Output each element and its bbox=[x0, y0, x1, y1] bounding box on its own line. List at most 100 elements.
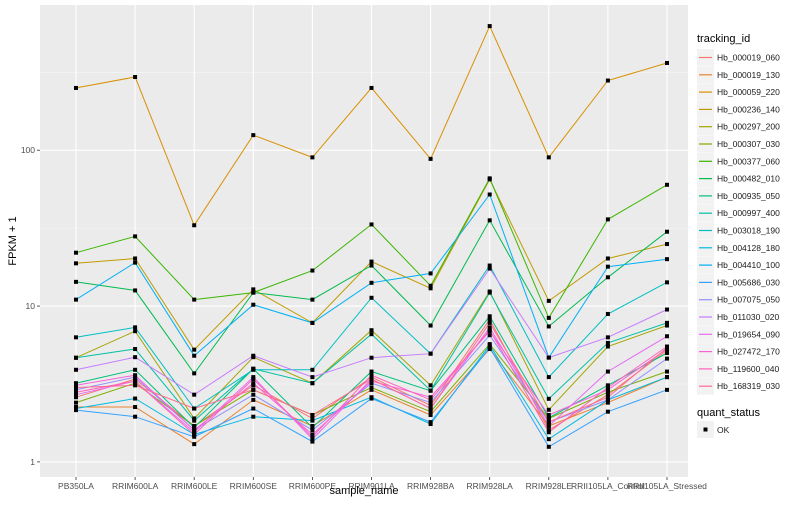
legend-title-tracking-id: tracking_id bbox=[697, 33, 750, 45]
x-tick-label: PB350LA bbox=[58, 481, 94, 491]
data-point bbox=[605, 385, 610, 390]
data-point bbox=[665, 182, 669, 187]
data-point bbox=[133, 414, 138, 419]
data-point bbox=[546, 355, 551, 360]
data-point bbox=[310, 297, 315, 302]
x-tick-label: RRIM600LE bbox=[171, 481, 218, 491]
data-point bbox=[546, 420, 551, 425]
legend-label: Hb_011030_020 bbox=[717, 312, 780, 322]
data-point bbox=[74, 395, 78, 400]
data-point bbox=[74, 400, 78, 405]
data-point bbox=[546, 423, 551, 428]
data-point bbox=[665, 334, 669, 339]
data-point bbox=[251, 387, 256, 392]
data-point bbox=[369, 280, 374, 285]
data-point bbox=[251, 392, 256, 397]
data-point bbox=[192, 416, 197, 421]
x-tick-label: RRIM600SE bbox=[230, 481, 278, 491]
data-point bbox=[192, 425, 197, 430]
data-point bbox=[74, 367, 78, 372]
data-point bbox=[546, 324, 551, 329]
data-point bbox=[310, 412, 315, 417]
data-point bbox=[546, 430, 551, 435]
data-point bbox=[546, 407, 551, 412]
data-point bbox=[251, 287, 256, 292]
data-point bbox=[546, 315, 551, 320]
legend-label: Hb_019654_090 bbox=[717, 329, 780, 339]
data-point bbox=[192, 371, 197, 376]
data-point bbox=[546, 428, 551, 433]
data-point bbox=[133, 325, 138, 330]
data-point bbox=[665, 229, 669, 234]
legend-label: Hb_000019_060 bbox=[717, 53, 780, 63]
data-point bbox=[369, 387, 374, 392]
data-point bbox=[369, 377, 374, 382]
legend-label: Hb_004128_180 bbox=[717, 243, 780, 253]
data-point bbox=[74, 381, 78, 386]
data-point bbox=[74, 250, 78, 255]
data-point bbox=[133, 329, 138, 334]
data-point bbox=[487, 343, 492, 348]
y-tick-label: 10 bbox=[26, 301, 36, 311]
data-point bbox=[487, 218, 492, 223]
data-point bbox=[487, 263, 492, 268]
x-tick-label: RRIM901LA bbox=[348, 481, 395, 491]
data-point bbox=[251, 290, 256, 295]
data-point bbox=[428, 286, 433, 291]
data-point bbox=[133, 256, 138, 261]
data-point bbox=[192, 223, 197, 228]
data-point bbox=[546, 444, 551, 449]
data-point bbox=[192, 392, 197, 397]
data-point bbox=[487, 325, 492, 330]
data-point bbox=[428, 400, 433, 405]
data-point bbox=[665, 350, 669, 355]
data-point bbox=[605, 275, 610, 280]
data-point bbox=[310, 432, 315, 437]
data-point bbox=[605, 395, 610, 400]
data-point bbox=[310, 439, 315, 444]
data-point bbox=[251, 381, 256, 386]
data-point bbox=[369, 355, 374, 360]
data-point bbox=[133, 347, 138, 352]
data-point bbox=[192, 353, 197, 358]
data-point bbox=[133, 373, 138, 378]
data-point bbox=[369, 396, 374, 401]
data-point bbox=[369, 259, 374, 264]
data-point bbox=[369, 385, 374, 390]
x-axis-title: sample_name bbox=[329, 485, 398, 497]
data-point bbox=[605, 397, 610, 402]
data-point bbox=[369, 332, 374, 337]
plot-panel bbox=[40, 5, 688, 477]
legend-label: Hb_119600_040 bbox=[717, 364, 780, 374]
data-point bbox=[605, 344, 610, 349]
data-point bbox=[605, 217, 610, 222]
legend-point-ok-icon bbox=[703, 427, 708, 432]
data-point bbox=[428, 406, 433, 411]
legend-label: Hb_000307_030 bbox=[717, 139, 780, 149]
data-point bbox=[428, 388, 433, 393]
data-point bbox=[192, 428, 197, 433]
y-axis: 1 10 100 bbox=[21, 145, 40, 467]
data-point bbox=[487, 317, 492, 322]
data-point bbox=[74, 297, 78, 302]
legend-label: Hb_000236_140 bbox=[717, 104, 780, 114]
data-point bbox=[251, 302, 256, 307]
data-point bbox=[487, 345, 492, 350]
data-point bbox=[251, 353, 256, 358]
data-point bbox=[546, 298, 551, 303]
data-point bbox=[487, 320, 492, 325]
data-point bbox=[310, 434, 315, 439]
data-point bbox=[192, 406, 197, 411]
data-point bbox=[546, 375, 551, 380]
data-point bbox=[605, 409, 610, 414]
data-point bbox=[133, 383, 138, 388]
data-point bbox=[192, 442, 197, 447]
x-tick-label: RRIM928LE bbox=[526, 481, 573, 491]
legend-label: Hb_003018_190 bbox=[717, 226, 780, 236]
data-point bbox=[605, 335, 610, 340]
data-point bbox=[546, 415, 551, 420]
data-point bbox=[546, 396, 551, 401]
data-point bbox=[487, 176, 492, 181]
data-point bbox=[251, 406, 256, 411]
data-point bbox=[428, 283, 433, 288]
